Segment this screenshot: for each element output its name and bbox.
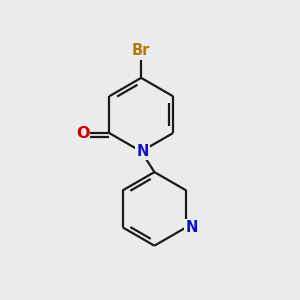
Text: Br: Br [132,43,150,58]
Text: N: N [185,220,198,235]
Text: O: O [76,126,89,141]
Text: N: N [136,144,149,159]
